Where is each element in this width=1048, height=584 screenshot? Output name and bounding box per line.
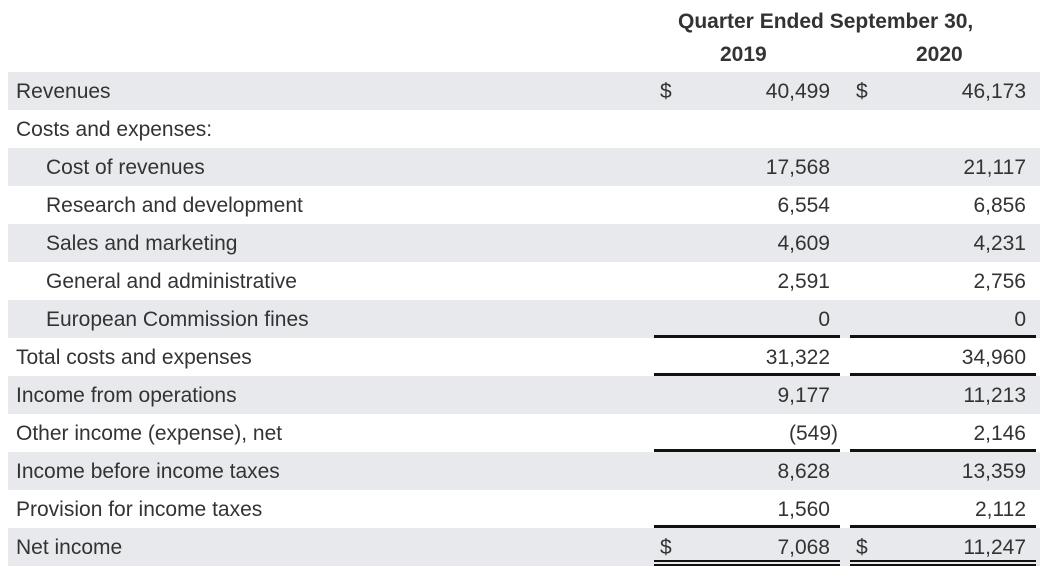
cell-2020: 2,146	[850, 414, 1036, 452]
cell-value: 31,322	[765, 346, 830, 369]
cell-2019: 31,322	[654, 338, 840, 376]
row-label: Research and development	[46, 194, 303, 217]
cell-value: 7,068	[777, 536, 830, 559]
currency-symbol: $	[660, 536, 672, 559]
cell-2019: (549)	[654, 414, 840, 452]
cell-2019: 2,591	[654, 262, 840, 300]
column-group-title: Quarter Ended September 30,	[678, 10, 974, 33]
cell-value: 8,628	[777, 460, 830, 483]
currency-symbol: $	[660, 80, 672, 103]
cell-value: 40,499	[765, 80, 830, 103]
table-row: General and administrative 2,591 2,756	[8, 262, 1040, 300]
table-row: Costs and expenses:	[8, 110, 1040, 148]
row-label: Sales and marketing	[46, 232, 238, 255]
cell-2020: 21,117	[850, 148, 1036, 186]
cell-2019: 6,554	[654, 186, 840, 224]
cell-value: 4,609	[777, 232, 830, 255]
table-row: Income before income taxes 8,628 13,359	[8, 452, 1040, 490]
row-label: Revenues	[16, 80, 111, 103]
cell-value: 2,146	[973, 422, 1026, 445]
row-label: General and administrative	[46, 270, 297, 293]
row-label: Income before income taxes	[16, 460, 280, 483]
cell-value: 6,554	[777, 194, 830, 217]
table-row: Sales and marketing 4,609 4,231	[8, 224, 1040, 262]
table-row: Other income (expense), net (549) 2,146	[8, 414, 1040, 452]
cell-value: 17,568	[765, 156, 830, 179]
row-label: Income from operations	[16, 384, 237, 407]
cell-2019: $40,499	[654, 72, 840, 110]
table-row: Cost of revenues 17,568 21,117	[8, 148, 1040, 186]
table-row: Research and development 6,554 6,856	[8, 186, 1040, 224]
cell-2020: 34,960	[850, 338, 1036, 376]
row-label: Costs and expenses:	[16, 118, 213, 141]
cell-2019: $7,068	[654, 528, 840, 566]
cell-2019: 1,560	[654, 490, 840, 528]
cell-value: 2,756	[973, 270, 1026, 293]
row-label: Provision for income taxes	[16, 498, 263, 521]
cell-2020: 11,213	[850, 376, 1036, 414]
cell-2020: 13,359	[850, 452, 1036, 490]
cell-2020: 0	[850, 300, 1036, 338]
cell-2019: 0	[654, 300, 840, 338]
cell-value: (549)	[788, 422, 838, 445]
cell-value: 2,112	[975, 498, 1026, 521]
column-header-2020: 2020	[916, 43, 963, 66]
cell-value: 9,177	[777, 384, 830, 407]
cell-2019: 17,568	[654, 148, 840, 186]
cell-2020: 2,756	[850, 262, 1036, 300]
table-row: Revenues $40,499 $46,173	[8, 72, 1040, 110]
cell-value: 11,247	[963, 536, 1026, 559]
cell-2020: $46,173	[850, 72, 1036, 110]
cell-value: 1,560	[777, 498, 830, 521]
table-row: Total costs and expenses 31,322 34,960	[8, 338, 1040, 376]
cell-2020: $11,247	[850, 528, 1036, 566]
row-label: European Commission fines	[46, 308, 309, 331]
cell-value: 0	[818, 308, 830, 331]
table-row: Income from operations 9,177 11,213	[8, 376, 1040, 414]
currency-symbol: $	[856, 80, 868, 103]
table-row: Provision for income taxes 1,560 2,112	[8, 490, 1040, 528]
cell-2020: 6,856	[850, 186, 1036, 224]
row-label: Total costs and expenses	[16, 346, 252, 369]
cell-2019: 4,609	[654, 224, 840, 262]
cell-value: 21,117	[963, 156, 1026, 179]
cell-2019: 9,177	[654, 376, 840, 414]
cell-value: 13,359	[961, 460, 1026, 483]
cell-value: 46,173	[961, 80, 1026, 103]
cell-value: 34,960	[961, 346, 1026, 369]
table-row: Net income $7,068 $11,247	[8, 528, 1040, 566]
row-label: Cost of revenues	[46, 156, 205, 179]
table-row: European Commission fines 0 0	[8, 300, 1040, 338]
cell-value: 6,856	[973, 194, 1026, 217]
cell-value: 0	[1014, 308, 1026, 331]
column-header-2019: 2019	[720, 43, 767, 66]
row-label: Net income	[16, 536, 123, 559]
cell-2020: 4,231	[850, 224, 1036, 262]
row-label: Other income (expense), net	[16, 422, 283, 445]
cell-value: 11,213	[963, 384, 1026, 407]
cell-2019: 8,628	[654, 452, 840, 490]
currency-symbol: $	[856, 536, 868, 559]
cell-value: 2,591	[777, 270, 830, 293]
cell-value: 4,231	[973, 232, 1026, 255]
cell-2020: 2,112	[850, 490, 1036, 528]
